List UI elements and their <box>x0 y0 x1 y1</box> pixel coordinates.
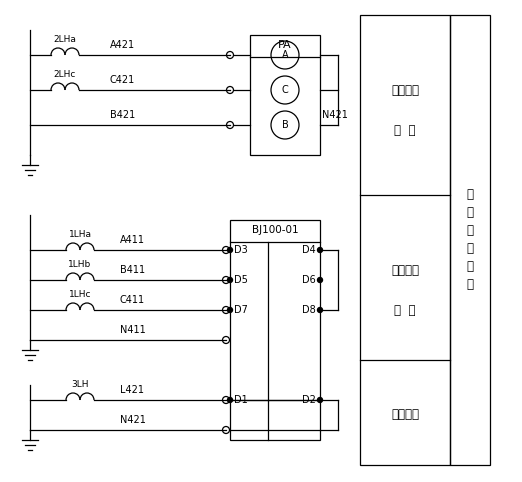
Text: C411: C411 <box>120 295 145 305</box>
Circle shape <box>228 247 232 253</box>
Text: A411: A411 <box>120 235 145 245</box>
Text: 回  路: 回 路 <box>394 304 416 317</box>
Circle shape <box>317 247 323 253</box>
Bar <box>360 15 450 465</box>
Bar <box>450 15 490 465</box>
Bar <box>230 220 320 400</box>
Text: B: B <box>282 120 288 130</box>
Text: 交流保护: 交流保护 <box>391 264 419 277</box>
Text: 1LHa: 1LHa <box>68 230 91 239</box>
Circle shape <box>317 308 323 312</box>
Text: N421: N421 <box>322 110 348 120</box>
Text: D7: D7 <box>234 305 248 315</box>
Text: 2LHa: 2LHa <box>54 35 76 44</box>
Text: 零序保护: 零序保护 <box>391 409 419 421</box>
Text: D1: D1 <box>234 395 248 405</box>
Text: PA: PA <box>278 40 292 50</box>
Text: 回  路: 回 路 <box>394 123 416 136</box>
Bar <box>230 400 320 440</box>
Text: 交
流
电
流
回
路: 交 流 电 流 回 路 <box>467 188 473 292</box>
Circle shape <box>317 398 323 402</box>
Text: 2LHc: 2LHc <box>54 70 76 79</box>
Text: L421: L421 <box>120 385 144 395</box>
Text: N411: N411 <box>120 325 146 335</box>
Text: 交流测量: 交流测量 <box>391 83 419 96</box>
Text: B411: B411 <box>120 265 145 275</box>
Text: C: C <box>282 85 288 95</box>
Text: D2: D2 <box>302 395 316 405</box>
Circle shape <box>228 398 232 402</box>
Text: D5: D5 <box>234 275 248 285</box>
Bar <box>250 35 320 155</box>
Text: C421: C421 <box>110 75 135 85</box>
Text: D8: D8 <box>302 305 316 315</box>
Text: A421: A421 <box>110 40 135 50</box>
Text: 1LHb: 1LHb <box>68 260 92 269</box>
Circle shape <box>228 278 232 282</box>
Text: B421: B421 <box>110 110 135 120</box>
Text: N421: N421 <box>120 415 146 425</box>
Text: D6: D6 <box>302 275 316 285</box>
Text: D4: D4 <box>302 245 316 255</box>
Circle shape <box>228 308 232 312</box>
Text: 3LH: 3LH <box>71 380 89 389</box>
Circle shape <box>317 278 323 282</box>
Text: 1LHc: 1LHc <box>69 290 91 299</box>
Text: BJ100-01: BJ100-01 <box>252 225 298 235</box>
Text: A: A <box>282 50 288 60</box>
Text: D3: D3 <box>234 245 248 255</box>
